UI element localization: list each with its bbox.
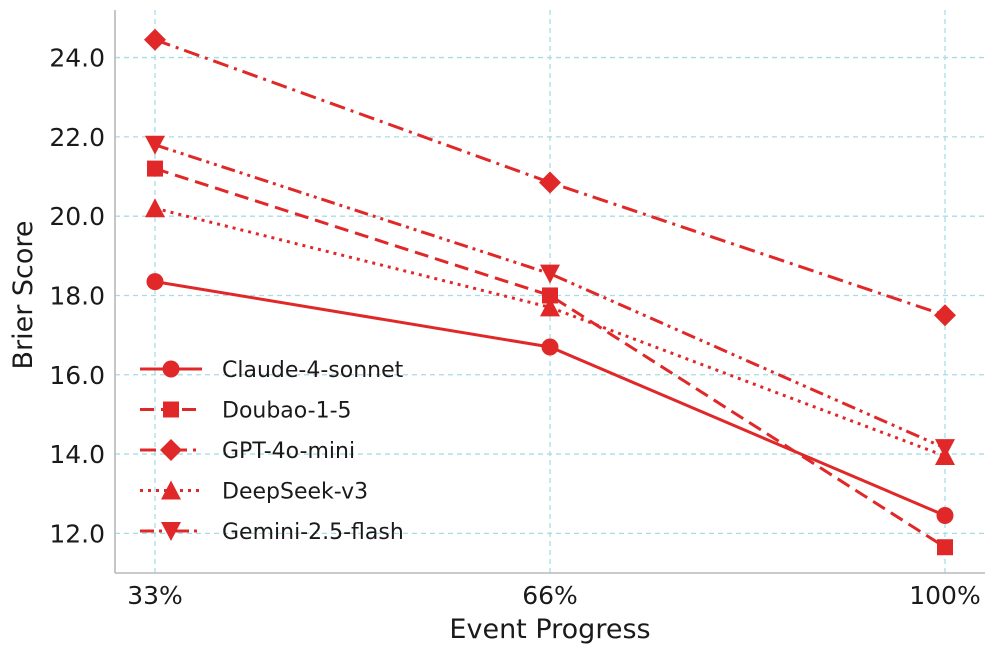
y-tick-label: 12.0: [49, 519, 105, 548]
data-point-gemini-2-5-flash: [540, 264, 560, 284]
data-point-gpt-4o-mini: [539, 171, 561, 194]
data-point-gemini-2-5-flash: [145, 135, 165, 155]
data-point-claude-4-sonnet: [541, 338, 559, 356]
legend-label-deepseek-v3: DeepSeek-v3: [222, 480, 368, 505]
legend-marker-gemini-2-5-flash: [161, 522, 181, 541]
legend-label-gemini-2-5-flash: Gemini-2.5-flash: [222, 520, 404, 545]
data-point-gpt-4o-mini: [144, 28, 166, 51]
grid: [115, 10, 985, 573]
data-point-claude-4-sonnet: [936, 507, 954, 525]
series-line-gpt-4o-mini: [154, 38, 946, 317]
y-tick-label: 22.0: [49, 123, 105, 152]
x-axis-label: Event Progress: [449, 614, 650, 645]
legend-marker-doubao-1-5: [163, 401, 179, 418]
legend-label-doubao-1-5: Doubao-1-5: [222, 399, 352, 424]
series-line-doubao-1-5: [154, 167, 946, 549]
series-lines: [144, 28, 956, 556]
data-point-claude-4-sonnet: [146, 273, 164, 291]
y-tick-label: 24.0: [49, 44, 105, 73]
y-tick-label: 18.0: [49, 281, 105, 310]
axes: [114, 10, 985, 574]
x-tick-label: 33%: [127, 581, 183, 610]
x-tick-label: 66%: [522, 581, 578, 610]
data-point-deepseek-v3: [145, 198, 165, 218]
x-tick-label: 100%: [909, 581, 980, 610]
data-point-gemini-2-5-flash: [935, 439, 955, 459]
data-point-doubao-1-5: [542, 287, 558, 304]
series-line-gemini-2-5-flash: [154, 143, 946, 450]
y-tick-label: 16.0: [49, 361, 105, 390]
y-axis-label: Brier Score: [8, 220, 39, 369]
legend-marker-claude-4-sonnet: [162, 360, 180, 378]
data-point-doubao-1-5: [937, 539, 953, 556]
data-point-deepseek-v3: [540, 297, 560, 317]
tick-labels: 12.0 14.0 16.0 18.0 20.0 22.0 24.0 33% 66% 100%: [49, 44, 980, 610]
legend-marker-deepseek-v3: [161, 480, 181, 500]
legend-label-claude-4-sonnet: Claude-4-sonnet: [222, 358, 404, 383]
y-tick-label: 20.0: [49, 202, 105, 231]
y-tick-label: 14.0: [49, 440, 105, 469]
data-point-gpt-4o-mini: [934, 304, 956, 327]
data-point-doubao-1-5: [147, 160, 163, 177]
series-line-deepseek-v3: [154, 206, 946, 458]
legend: Claude-4-sonnet Doubao-1-5 GPT-4o-mini Deep…: [140, 358, 404, 545]
legend-label-gpt-4o-mini: GPT-4o-mini: [222, 439, 355, 464]
legend-marker-gpt-4o-mini: [160, 439, 182, 461]
